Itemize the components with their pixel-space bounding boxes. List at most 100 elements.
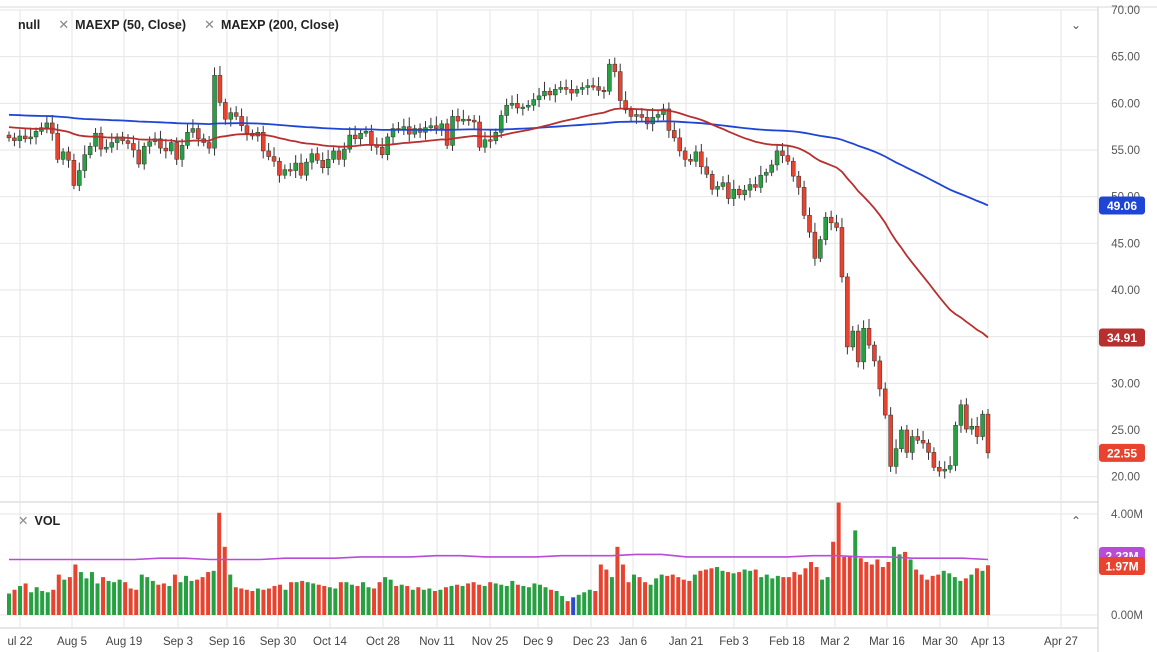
volume-bar <box>283 589 288 615</box>
volume-bar <box>211 570 216 615</box>
volume-bar <box>272 585 277 615</box>
volume-bar <box>477 584 482 615</box>
close-icon[interactable]: ✕ <box>18 514 29 528</box>
volume-bar <box>803 568 808 615</box>
candle-body <box>363 131 369 134</box>
chevron-down-icon[interactable]: ⌄ <box>1070 18 1082 32</box>
volume-bar <box>388 579 393 615</box>
volume-bar <box>947 573 952 615</box>
ma200-price-tag: 49.06 <box>1107 199 1137 213</box>
candle-body <box>747 184 753 191</box>
volume-bar <box>571 597 576 615</box>
candle-body <box>82 154 87 171</box>
volume-bar <box>853 530 858 615</box>
close-icon[interactable]: ✕ <box>58 17 70 32</box>
volume-bar <box>45 592 50 615</box>
ma50-legend-item[interactable]: ✕ MAEXP (50, Close) <box>58 17 186 33</box>
volume-bar <box>488 582 493 615</box>
candle-body <box>60 151 66 160</box>
candle-body <box>731 188 737 199</box>
candle-body <box>612 63 618 72</box>
volume-bar <box>687 580 692 615</box>
candle-body <box>953 425 958 466</box>
candle-body <box>742 189 747 196</box>
volume-bar <box>372 588 377 615</box>
chevron-up-icon[interactable]: ⌃ <box>1070 514 1082 528</box>
volume-bar <box>974 568 979 615</box>
x-tick-label: Sep 16 <box>209 636 245 648</box>
candle-body <box>709 174 715 190</box>
ma50-line <box>8 107 989 339</box>
volume-bar <box>255 588 260 615</box>
candle-body <box>585 85 590 88</box>
ma200-legend-item[interactable]: ✕ MAEXP (200, Close) <box>204 17 339 33</box>
candle-body <box>547 90 553 96</box>
volume-bar <box>864 561 869 615</box>
candle-body <box>55 132 60 160</box>
candle-body <box>466 118 472 121</box>
candle-body <box>964 404 969 430</box>
candle-body <box>520 106 526 109</box>
candle-body <box>699 151 704 168</box>
candle-body <box>141 146 147 165</box>
candle-body <box>109 142 115 148</box>
volume-legend: ✕ VOL <box>18 513 60 528</box>
volume-bar <box>936 574 941 615</box>
price-tick-label: 55.00 <box>1111 145 1140 157</box>
volume-bar <box>759 577 764 615</box>
volume-bar <box>781 577 786 615</box>
x-tick-label: Oct 14 <box>313 636 347 648</box>
candle-body <box>655 114 661 118</box>
volume-bar <box>266 588 271 615</box>
candle-body <box>12 137 17 141</box>
candle-body <box>872 344 877 362</box>
x-tick-label: Mar 2 <box>820 636 849 648</box>
volume-bar <box>482 585 487 615</box>
volume-bar <box>880 567 885 615</box>
candle-body <box>477 121 482 148</box>
volume-bar <box>842 556 847 615</box>
volume-bar <box>56 574 61 615</box>
candle-body <box>185 132 190 146</box>
candle-body <box>628 109 634 117</box>
candle-body <box>558 87 563 90</box>
volume-bar <box>399 584 404 615</box>
close-icon[interactable]: ✕ <box>204 17 215 32</box>
volume-bar <box>244 589 249 615</box>
candle-body <box>920 440 926 444</box>
volume-bar <box>908 559 913 615</box>
candle-body <box>850 330 856 348</box>
candle-body <box>104 146 109 150</box>
candle-body <box>601 90 607 93</box>
volume-bar <box>300 580 305 615</box>
volume-bar <box>526 587 531 615</box>
volume-bar <box>117 579 122 615</box>
volume-bar <box>294 582 299 615</box>
candle-body <box>877 360 883 390</box>
candle-body <box>450 116 455 146</box>
ma200-price-tag-bg <box>1099 196 1145 215</box>
x-tick-label: Dec 9 <box>523 636 553 648</box>
volume-bar <box>632 574 637 615</box>
candle-body <box>17 135 23 141</box>
volume-bar <box>792 572 797 615</box>
volume-bar <box>543 587 548 615</box>
x-tick-label: Feb 18 <box>769 636 805 648</box>
volume-bar <box>51 589 56 615</box>
ma200-legend-label: MAEXP (200, Close) <box>220 18 339 32</box>
candle-body <box>455 116 461 122</box>
volume-bar <box>29 592 34 615</box>
volume-bar <box>720 570 725 615</box>
candle-body <box>412 128 417 135</box>
candle-body <box>736 188 742 196</box>
candle-body <box>639 114 645 118</box>
volume-bar <box>665 575 670 615</box>
volume-bar <box>84 578 89 615</box>
volume-bar <box>200 577 205 615</box>
candle-body <box>358 132 363 140</box>
x-tick-label: ul 22 <box>8 636 33 648</box>
volume-bar <box>222 546 227 615</box>
candle-body <box>461 118 466 122</box>
volume-bar <box>134 589 139 615</box>
